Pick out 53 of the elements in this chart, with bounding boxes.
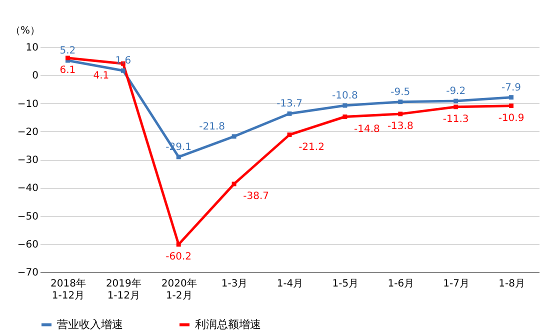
data-label: -13.7 xyxy=(276,98,302,110)
point xyxy=(398,112,403,116)
y-tick-label: −10 xyxy=(17,98,38,110)
x-tick-label: 2018年 1-12月 xyxy=(50,278,86,302)
point xyxy=(454,104,458,110)
x-tick-label: 1-6月 xyxy=(388,278,414,290)
x-tick-label: 1-3月 xyxy=(221,278,248,290)
point xyxy=(65,56,70,60)
x-tick-label: 2020年 1-2月 xyxy=(161,278,197,302)
point xyxy=(509,95,514,100)
data-label: -7.9 xyxy=(502,82,522,94)
y-tick-label: 0 xyxy=(32,70,38,82)
y-tick-label: −60 xyxy=(17,239,38,250)
point xyxy=(176,154,181,160)
point xyxy=(342,114,348,119)
data-label: -21.2 xyxy=(298,142,324,153)
point xyxy=(454,98,458,104)
y-tick-label: −50 xyxy=(17,211,38,222)
y-tick-label: −20 xyxy=(17,126,38,138)
data-label: -38.7 xyxy=(243,190,269,202)
x-tick-label: 1-5月 xyxy=(332,278,359,290)
x-tick-label: 2019年 1-12月 xyxy=(106,278,142,302)
point xyxy=(509,104,514,108)
y-tick-label: −30 xyxy=(17,155,38,166)
data-label: -10.9 xyxy=(498,112,524,124)
data-label: -9.2 xyxy=(446,86,466,97)
x-tick-label: 1-7月 xyxy=(443,278,470,290)
point xyxy=(287,111,292,116)
x-tick-label: 1-4月 xyxy=(276,278,304,290)
data-label: 4.1 xyxy=(93,70,110,82)
point xyxy=(120,68,126,73)
legend-label: 利润总额增速 xyxy=(195,318,261,331)
data-label: -10.8 xyxy=(332,90,358,102)
data-label: -21.8 xyxy=(199,121,225,132)
data-label: -60.2 xyxy=(166,251,192,262)
y-tick-label: −70 xyxy=(17,268,38,278)
data-label: 5.2 xyxy=(60,46,76,56)
data-label: 6.1 xyxy=(60,64,76,76)
x-tick-label: 1-8月 xyxy=(498,278,525,290)
data-label: -13.8 xyxy=(387,120,414,132)
data-label: -14.8 xyxy=(354,124,380,135)
point xyxy=(342,103,348,108)
y-tick-label: −40 xyxy=(17,183,38,194)
y-axis-title: （%） xyxy=(10,26,40,36)
y-tick-label: 10 xyxy=(26,42,38,54)
legend-label: 营业收入增速 xyxy=(57,318,123,331)
point xyxy=(176,242,181,247)
point xyxy=(287,132,292,137)
data-label: -9.5 xyxy=(390,86,410,98)
point xyxy=(232,182,236,186)
point xyxy=(398,100,403,104)
point xyxy=(232,134,236,139)
data-label: -11.3 xyxy=(442,114,469,125)
